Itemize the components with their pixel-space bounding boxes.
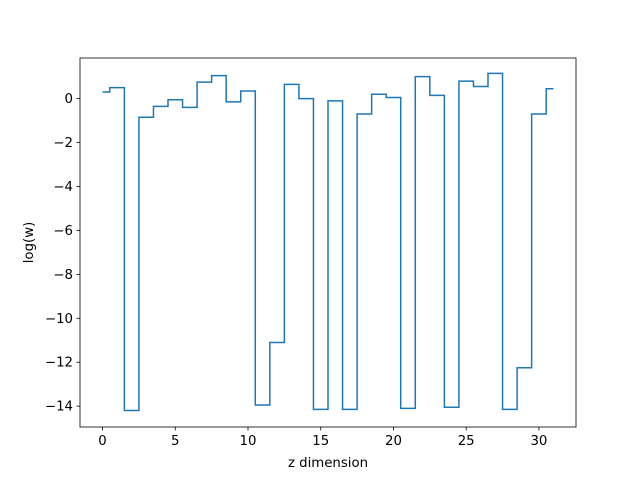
x-tick-label: 25	[458, 434, 475, 449]
y-tick-label: 0	[65, 92, 73, 107]
axes-frame	[79, 57, 577, 428]
y-tick-label: −12	[45, 356, 73, 371]
y-axis-ticks: 0 −2 −4 −6 −8 −10 −12 −14	[45, 92, 80, 415]
x-tick-label: 15	[312, 434, 329, 449]
x-axis-ticks: 0 5 10 15 20 25 30	[98, 427, 547, 449]
x-tick-label: 10	[240, 434, 257, 449]
y-tick-label: −2	[53, 136, 73, 151]
y-tick-label: −6	[53, 224, 73, 239]
x-tick-label: 5	[171, 434, 179, 449]
y-tick-label: −14	[45, 400, 73, 415]
plot-area	[102, 72, 554, 412]
x-tick-label: 20	[385, 434, 402, 449]
y-tick-label: −8	[53, 268, 73, 283]
x-tick-label: 30	[530, 434, 547, 449]
y-axis-label: log(w)	[22, 222, 37, 264]
y-tick-label: −10	[45, 312, 73, 327]
x-axis-label: z dimension	[288, 456, 368, 471]
y-tick-label: −4	[53, 180, 73, 195]
series-step-line	[102, 72, 554, 412]
x-tick-label: 0	[98, 434, 106, 449]
